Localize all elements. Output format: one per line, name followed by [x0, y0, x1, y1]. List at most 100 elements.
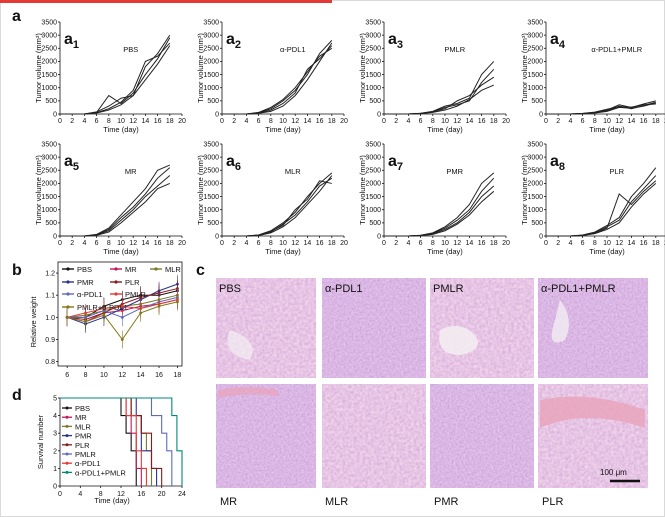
- histology-image-a-pdl1: [322, 278, 426, 378]
- ytick-label: 0: [53, 484, 57, 491]
- xtick-label: 10: [441, 240, 449, 247]
- subpanel-subscript: 8: [559, 161, 565, 173]
- x-axis-label: Time (day): [103, 125, 139, 134]
- xtick-label: 4: [78, 491, 82, 498]
- weight-point: [139, 296, 143, 299]
- xtick-label: 6: [419, 240, 423, 247]
- ytick-label: 0: [215, 233, 219, 240]
- ytick-label: 1500: [527, 72, 543, 79]
- ytick-label: 1500: [203, 194, 219, 201]
- xtick-label: 0: [382, 240, 386, 247]
- subpanel-subscript: 3: [397, 39, 403, 51]
- chart-a6: 0 500 1000 1500 2000 2500 3000 3500 0 2 4 6 8 10 12 14 1…: [196, 141, 348, 256]
- xtick-label: 16: [154, 240, 162, 247]
- xtick-label: 18: [490, 240, 498, 247]
- subpanel-subscript: 5: [73, 161, 79, 173]
- ytick-label: 500: [369, 98, 381, 105]
- axis-lines-a7: [383, 144, 506, 237]
- legend-marker: [65, 415, 69, 419]
- survival-curve-5: [60, 397, 163, 486]
- subpanel-subscript: 7: [397, 161, 403, 173]
- chart-a1: 0 500 1000 1500 2000 2500 3000 3500 0 2 4 6 8 10 12 14 1…: [34, 19, 186, 134]
- xtick-label: 16: [316, 240, 324, 247]
- xtick-label: 8: [99, 491, 103, 498]
- xtick-label: 20: [502, 118, 510, 125]
- panel-letter-b: b: [12, 262, 22, 279]
- ytick-label: 0: [539, 111, 543, 118]
- ytick-label: 3500: [203, 19, 219, 26]
- legend-marker: [65, 470, 69, 474]
- series-line-4: [222, 47, 333, 115]
- series-line-4: [384, 190, 495, 237]
- xtick-label: 20: [502, 240, 510, 247]
- ytick-label: 2500: [365, 46, 381, 53]
- xtick-label: 8: [107, 118, 111, 125]
- legend-marker: [154, 267, 158, 271]
- histology-image-pmr: [430, 384, 534, 488]
- xtick-label: 8: [431, 118, 435, 125]
- xtick-label: 10: [603, 118, 611, 125]
- xtick-label: 6: [581, 240, 585, 247]
- xtick-label: 14: [304, 118, 312, 125]
- legend-label: PBS: [75, 404, 90, 413]
- xtick-label: 10: [117, 118, 125, 125]
- xtick-label: 12: [291, 118, 299, 125]
- xtick-label: 0: [544, 118, 548, 125]
- legend-marker: [65, 461, 69, 465]
- xtick-label: 8: [269, 240, 273, 247]
- ytick-label: 0.9: [45, 337, 55, 344]
- weight-point: [84, 320, 87, 324]
- ytick-label: 2000: [527, 181, 543, 188]
- ytick-label: 5: [53, 396, 57, 403]
- xtick-label: 4: [568, 240, 572, 247]
- subpanel-tag-a5: a5: [64, 153, 79, 173]
- xtick-label: 14: [137, 372, 145, 379]
- ytick-label: 2500: [41, 168, 57, 175]
- ytick-label: 1000: [365, 85, 381, 92]
- xtick-label: 2: [394, 240, 398, 247]
- xtick-label: 16: [640, 240, 648, 247]
- y-axis-label: Tumor volume (mm³): [358, 33, 367, 103]
- ytick-label: 3000: [41, 32, 57, 39]
- xtick-label: 8: [593, 118, 597, 125]
- legend-marker: [66, 267, 70, 271]
- x-axis-label: Time (day): [427, 125, 463, 134]
- legend-label: α-PDL1: [77, 290, 103, 299]
- x-axis-label: Time (day): [589, 247, 625, 256]
- xtick-label: 8: [593, 240, 597, 247]
- xtick-label: 18: [490, 118, 498, 125]
- series-line-2: [384, 68, 495, 115]
- ytick-label: 500: [531, 220, 543, 227]
- legend-label: PLR: [125, 278, 140, 287]
- survival-curve-8: [60, 397, 183, 486]
- xtick-label: 6: [95, 118, 99, 125]
- series-line-4: [546, 183, 657, 237]
- legend-marker: [66, 305, 70, 309]
- group-label-a1: PBS: [123, 45, 138, 54]
- histology-image-mlr: [322, 384, 426, 488]
- legend-label: MLR: [165, 265, 181, 274]
- xtick-label: 2: [556, 240, 560, 247]
- weight-point: [139, 311, 143, 315]
- histology-panel: PBS α-PDL1 PMLR α-PDL1+PMLR MR MLR PMR P…: [216, 278, 648, 508]
- xtick-label: 2: [70, 118, 74, 125]
- ytick-label: 3000: [365, 32, 381, 39]
- ytick-label: 0: [53, 111, 57, 118]
- chart-a8: 0 500 1000 1500 2000 2500 3000 3500 0 2 4 6 8 10 12 14 1…: [520, 141, 665, 256]
- ytick-label: 1000: [527, 207, 543, 214]
- xtick-label: 18: [166, 240, 174, 247]
- xtick-label: 0: [544, 240, 548, 247]
- ytick-label: 1000: [41, 85, 57, 92]
- series-line-3: [546, 180, 657, 237]
- legend-marker: [65, 443, 69, 447]
- ytick-label: 1500: [527, 194, 543, 201]
- xtick-label: 16: [478, 240, 486, 247]
- xtick-label: 4: [244, 118, 248, 125]
- ytick-label: 500: [207, 220, 219, 227]
- xtick-label: 4: [82, 118, 86, 125]
- xtick-label: 10: [279, 118, 287, 125]
- y-axis-label: Survival number: [36, 414, 45, 469]
- scale-bar-label: 100 μm: [600, 468, 627, 477]
- weight-point: [157, 304, 161, 308]
- subpanel-subscript: 6: [235, 161, 241, 173]
